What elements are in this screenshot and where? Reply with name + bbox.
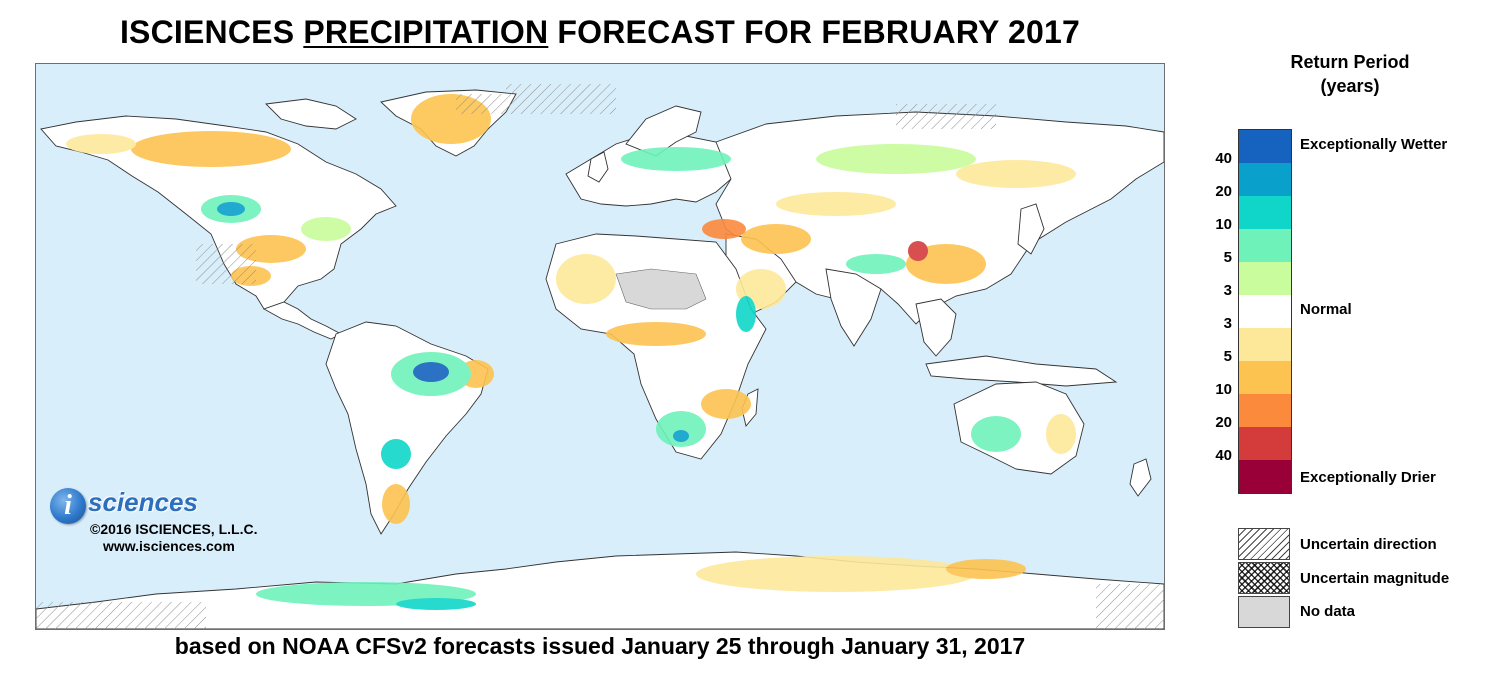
dry-sahel — [606, 322, 706, 346]
hatch-arctic-siberia — [896, 104, 996, 129]
dry-antarctica-east — [696, 556, 976, 592]
legend-label-uncertain-magnitude: Uncertain magnitude — [1300, 570, 1450, 587]
anomaly-overlays — [66, 94, 1076, 610]
canadian-arctic-islands — [265, 98, 357, 130]
dry-turkey — [702, 219, 746, 239]
dry-sahara-west — [556, 254, 616, 304]
southeast-asia — [915, 298, 957, 357]
title-part-3: FORECAST FOR FEBRUARY 2017 — [548, 14, 1081, 50]
indian-subcontinent — [825, 268, 882, 347]
dry-siberia — [956, 160, 1076, 188]
dry-antarctica-hotspot — [946, 559, 1026, 579]
isciences-logo-mark: i — [50, 488, 86, 524]
legend-title-line-1: Return Period — [1290, 52, 1410, 72]
hatch-antarctica-east — [1096, 584, 1164, 629]
hatch-us-west — [196, 244, 256, 284]
legend-swatch-0 — [1239, 130, 1291, 164]
legend-label-wetter: Exceptionally Wetter — [1300, 136, 1448, 153]
legend-tick-1: 20 — [1215, 183, 1232, 200]
japan — [1017, 203, 1045, 255]
wet-horn-of-africa — [736, 296, 756, 332]
wet-southern-africa — [656, 411, 706, 447]
legend-tick-6: 5 — [1223, 348, 1232, 365]
legend-tick-9: 40 — [1215, 447, 1232, 464]
wet-pnw-core — [217, 202, 245, 216]
uncertainty-hatching — [36, 84, 1164, 629]
title-part-2: PRECIPITATION — [303, 14, 549, 50]
isciences-wordmark: sciences — [88, 487, 198, 517]
wet-great-lakes — [301, 217, 351, 241]
no-data-sahara — [615, 268, 707, 310]
legend-tick-8: 20 — [1215, 414, 1232, 431]
wet-europe-north — [621, 147, 731, 171]
legend-tick-7: 10 — [1215, 381, 1232, 398]
legend-title: Return Period (years) — [1250, 50, 1450, 98]
hatch-arctic-atlantic — [506, 84, 616, 114]
isciences-logo: i sciences ©2016 ISCIENCES, L.L.C. www.i… — [50, 484, 290, 564]
hatch-greenland-east — [456, 94, 506, 114]
legend-tick-0: 40 — [1215, 150, 1232, 167]
dry-china-hotspot — [908, 241, 928, 261]
legend-swatch-uncertain-magnitude — [1238, 562, 1290, 594]
legend-tick-2: 10 — [1215, 216, 1232, 233]
legend-swatch-7 — [1239, 361, 1291, 395]
hatch-antarctica-west — [36, 602, 206, 629]
title-part-1: ISCIENCES — [119, 14, 304, 50]
legend-swatch-2 — [1239, 196, 1291, 230]
dry-alaska — [66, 134, 136, 154]
legend-swatch-3 — [1239, 229, 1291, 263]
copyright-text: ©2016 ISCIENCES, L.L.C. — [90, 521, 258, 537]
wet-russia — [816, 144, 976, 174]
wet-bolivia — [381, 439, 411, 469]
dry-central-asia — [776, 192, 896, 216]
dry-southern-africa — [701, 389, 751, 419]
legend-swatch-no-data — [1238, 596, 1290, 628]
legend-swatch-8 — [1239, 394, 1291, 428]
legend-colorbar — [1238, 129, 1292, 494]
world-map — [35, 63, 1165, 630]
new-zealand — [1129, 458, 1152, 497]
wet-antarctica-core — [396, 598, 476, 610]
legend-tick-4: 3 — [1223, 282, 1232, 299]
legend-tick-3: 5 — [1223, 249, 1232, 266]
legend-swatch-10 — [1239, 460, 1291, 494]
legend-swatch-4 — [1239, 262, 1291, 296]
british-isles — [587, 151, 609, 183]
dry-australia-east — [1046, 414, 1076, 454]
dry-argentina — [382, 484, 410, 524]
legend-swatch-6 — [1239, 328, 1291, 362]
legend-title-line-2: (years) — [1320, 76, 1380, 96]
wet-himalaya — [846, 254, 906, 274]
map-title: ISCIENCES PRECIPITATION FORECAST FOR FEB… — [35, 14, 1165, 51]
dry-canada — [131, 131, 291, 167]
legend-label-no-data: No data — [1300, 603, 1356, 620]
world-map-svg — [36, 64, 1164, 629]
source-footnote: based on NOAA CFSv2 forecasts issued Jan… — [174, 633, 1026, 659]
indonesia — [925, 355, 1118, 387]
legend-swatch-9 — [1239, 427, 1291, 461]
legend-label-uncertain-direction: Uncertain direction — [1300, 536, 1437, 553]
wet-southern-africa-core — [673, 430, 689, 442]
legend-label-drier: Exceptionally Drier — [1300, 469, 1436, 486]
legend-tick-5: 3 — [1223, 315, 1232, 332]
wet-amazon-core — [413, 362, 449, 382]
website-text: www.isciences.com — [103, 538, 235, 554]
legend-swatch-1 — [1239, 163, 1291, 197]
legend-swatch-5 — [1239, 295, 1291, 329]
legend-label-normal: Normal — [1300, 301, 1352, 318]
legend-swatch-uncertain-direction — [1238, 528, 1290, 560]
dry-middle-east — [741, 224, 811, 254]
wet-australia-west — [971, 416, 1021, 452]
